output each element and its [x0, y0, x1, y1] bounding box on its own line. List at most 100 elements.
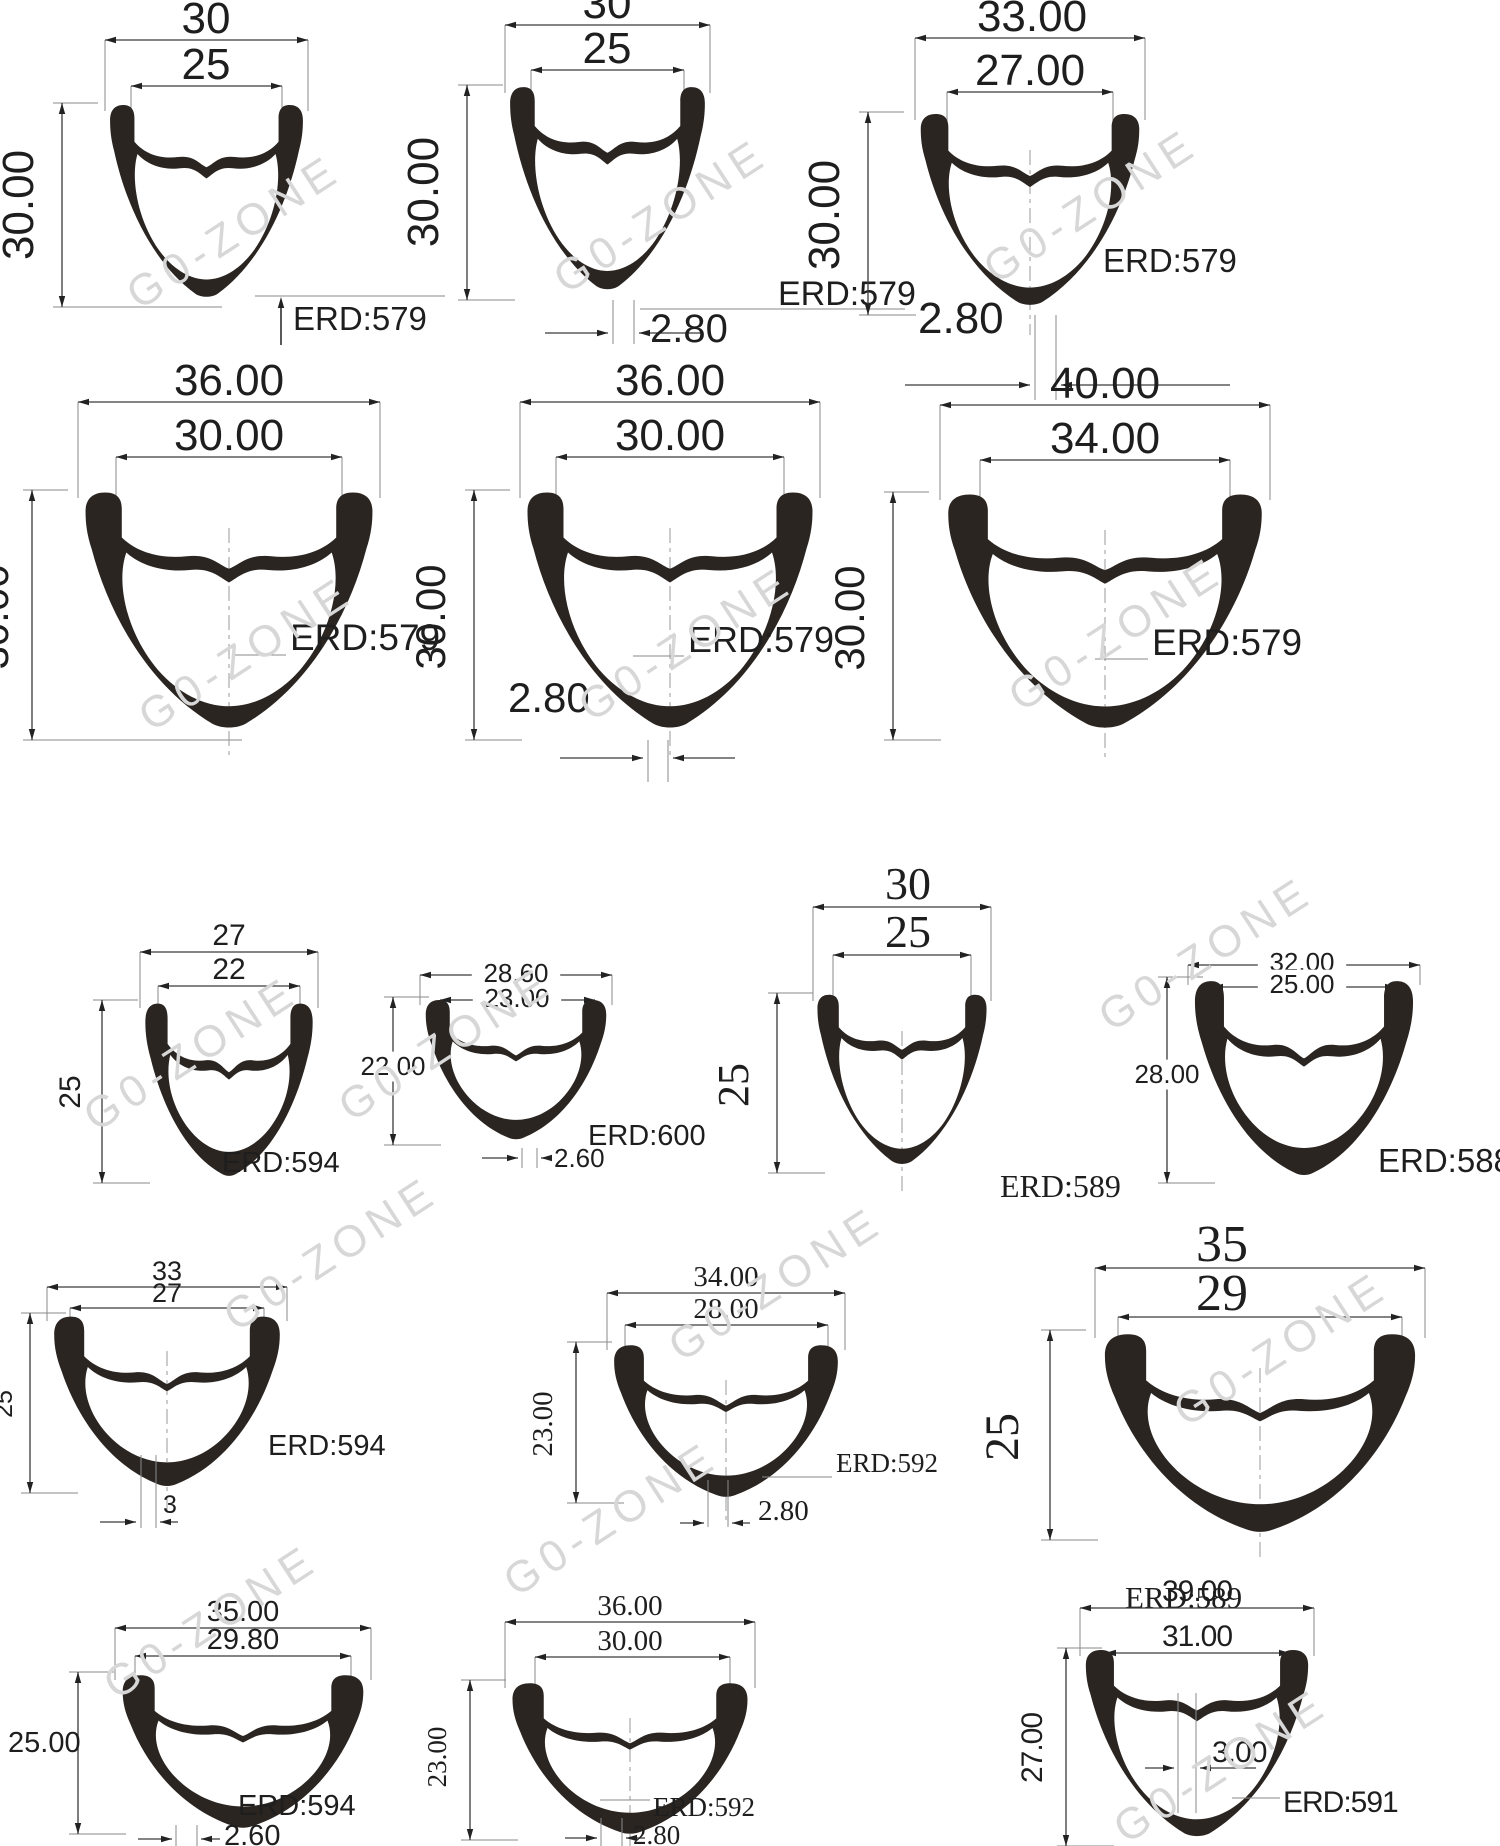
- rim-6-figure: 40.00 34.00 30.00 ERD:579: [826, 359, 1302, 760]
- rim-7-outer-width-label: 27: [212, 919, 245, 952]
- arrowhead: [26, 1482, 34, 1493]
- arrowhead: [331, 453, 342, 461]
- arrowhead: [297, 36, 308, 44]
- rim-1-erd-label: ERD:579: [293, 300, 427, 337]
- arrowhead: [607, 1289, 618, 1297]
- arrowhead: [28, 729, 36, 740]
- arrowhead: [947, 88, 958, 96]
- rim-11-depth-label: 25: [0, 1390, 18, 1418]
- arrowhead: [632, 754, 643, 762]
- arrowhead: [340, 1652, 351, 1660]
- arrowhead: [105, 36, 116, 44]
- arrowhead: [864, 304, 872, 315]
- rim-5-erd-label: ERD:579: [688, 619, 834, 660]
- label-mask: [471, 958, 561, 989]
- arrowhead: [773, 1162, 781, 1173]
- arrowhead: [572, 1492, 580, 1503]
- arrowhead: [1102, 88, 1113, 96]
- arrowhead: [74, 1672, 82, 1683]
- arrowhead: [505, 21, 516, 29]
- arrowhead: [70, 1304, 81, 1312]
- rim-4-figure: 36.00 30.00 30.00 ERD:579: [0, 356, 440, 760]
- arrowhead: [1200, 1764, 1211, 1772]
- rim-16-erd-label: ERD:591: [1283, 1786, 1398, 1819]
- arrowhead: [1163, 1764, 1174, 1772]
- rim-13-outer-width-label: 35: [1196, 1216, 1248, 1273]
- rim-14-inner-width-label: 29.80: [207, 1624, 280, 1656]
- rim-12-depth-label: 23.00: [527, 1391, 559, 1456]
- arrowhead: [693, 1519, 704, 1527]
- rim-5-outer-width-label: 36.00: [615, 356, 725, 405]
- rim-4-erd-label: ERD:579: [290, 617, 440, 658]
- rim-8-outer-width-label: 28.60: [483, 958, 548, 988]
- rim-9-inner-width-label: 25: [885, 906, 931, 957]
- arrowhead: [505, 1618, 516, 1626]
- rim-6-inner-width-label: 34.00: [1050, 414, 1160, 463]
- rim-5-profile: [527, 492, 813, 728]
- arrowhead: [1062, 1648, 1070, 1659]
- rim-2-outer-width-label: 30: [583, 0, 632, 28]
- arrowhead: [626, 1834, 637, 1842]
- rim-10-depth-label: 28.00: [1134, 1059, 1199, 1089]
- arrowhead: [307, 948, 318, 956]
- arrowhead: [719, 1653, 730, 1661]
- arrowhead: [160, 1518, 171, 1526]
- rim-14-outer-width-label: 35.00: [207, 1596, 280, 1628]
- arrowhead: [1409, 961, 1420, 969]
- arrowhead: [271, 82, 282, 90]
- arrowhead: [813, 903, 824, 911]
- rim-2-profile: [510, 87, 705, 290]
- rim-15-outer-width-label: 36.00: [597, 1590, 662, 1622]
- arrowhead: [470, 729, 478, 740]
- arrowhead: [463, 289, 471, 300]
- rim-7-profile: [145, 1003, 313, 1176]
- rim-14-erd-label: ERD:594: [238, 1790, 356, 1822]
- arrowhead: [940, 401, 951, 409]
- arrowhead: [915, 34, 926, 42]
- arrowhead: [1095, 1264, 1106, 1272]
- arrowhead: [161, 1835, 172, 1843]
- rim-13-erd-label: ERD:589: [1125, 1580, 1242, 1615]
- arrowhead: [1061, 381, 1072, 389]
- arrowhead: [1163, 977, 1171, 988]
- arrowhead: [135, 1652, 146, 1660]
- rim-5-depth-label: 30.00: [407, 564, 454, 669]
- rim-8-offset-label: 2.60: [554, 1143, 605, 1173]
- arrowhead: [158, 982, 169, 990]
- arrowhead: [466, 1680, 474, 1691]
- arrowhead: [773, 453, 784, 461]
- arrowhead: [625, 1321, 636, 1329]
- rim-9-depth-label: 25: [709, 1063, 758, 1107]
- label-mask: [1257, 969, 1347, 1000]
- arrowhead: [1414, 1264, 1425, 1272]
- arrowhead: [131, 82, 142, 90]
- rim-12-outer-width-label: 34.00: [693, 1261, 758, 1293]
- rim-3-outer-width-label: 33.00: [977, 0, 1087, 41]
- arrowhead: [520, 398, 531, 406]
- rim-8-inner-width-label: 23.00: [484, 983, 549, 1013]
- arrowhead: [834, 1289, 845, 1297]
- arrowhead: [572, 1342, 580, 1353]
- arrowhead: [535, 1653, 546, 1661]
- rim-15-profile: [512, 1683, 748, 1834]
- rim-1-outer-width-label: 30: [182, 0, 231, 43]
- rim-3-offset-label: 2.80: [918, 294, 1004, 343]
- rim-3-inner-width-label: 27.00: [975, 46, 1085, 95]
- arrowhead: [289, 982, 300, 990]
- arrowhead: [809, 398, 820, 406]
- arrowhead: [1259, 401, 1270, 409]
- rim-2-erd-label: ERD:579: [778, 275, 916, 313]
- rim-6-outer-width-label: 40.00: [1050, 359, 1160, 408]
- arrowhead: [1163, 1172, 1171, 1183]
- arrowhead: [440, 996, 451, 1004]
- arrowhead: [463, 85, 471, 96]
- rim-9-outer-width-label: 30: [885, 858, 931, 909]
- rim-15-depth-label: 23.00: [422, 1727, 452, 1788]
